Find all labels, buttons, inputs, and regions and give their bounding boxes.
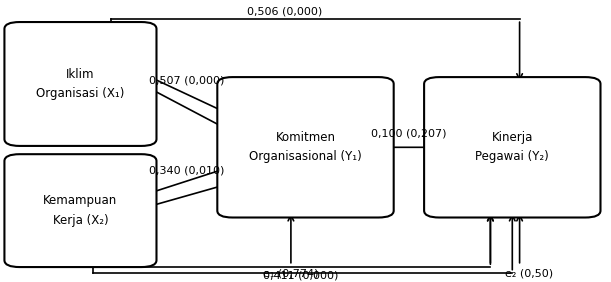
Text: Iklim: Iklim [66,68,95,81]
Text: 0,411 (0,000): 0,411 (0,000) [263,270,338,280]
Text: Kemampuan: Kemampuan [43,195,117,208]
FancyBboxPatch shape [218,77,393,217]
FancyBboxPatch shape [4,154,156,267]
Text: e₁ (0,774): e₁ (0,774) [263,269,319,279]
FancyBboxPatch shape [4,22,156,146]
FancyBboxPatch shape [424,77,601,217]
Text: 0,100 (0,207): 0,100 (0,207) [371,129,447,138]
Text: Organisasi (X₁): Organisasi (X₁) [36,87,125,100]
Text: Kerja (X₂): Kerja (X₂) [53,214,108,227]
Text: Kinerja: Kinerja [492,131,533,144]
Text: 0,507 (0,000): 0,507 (0,000) [149,76,225,85]
Text: 0,340 (0,010): 0,340 (0,010) [149,165,225,175]
Text: Pegawai (Y₂): Pegawai (Y₂) [475,150,549,164]
Text: e₂ (0,50): e₂ (0,50) [505,269,554,279]
Text: 0,506 (0,000): 0,506 (0,000) [247,6,323,16]
Text: Organisasional (Y₁): Organisasional (Y₁) [249,150,362,164]
Text: Komitmen: Komitmen [276,131,335,144]
